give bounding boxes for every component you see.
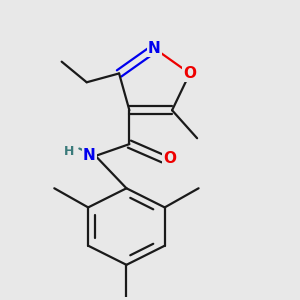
Text: N: N xyxy=(83,148,95,164)
Text: H: H xyxy=(64,145,74,158)
Text: O: O xyxy=(183,66,196,81)
Text: O: O xyxy=(163,151,176,166)
Text: N: N xyxy=(148,41,161,56)
